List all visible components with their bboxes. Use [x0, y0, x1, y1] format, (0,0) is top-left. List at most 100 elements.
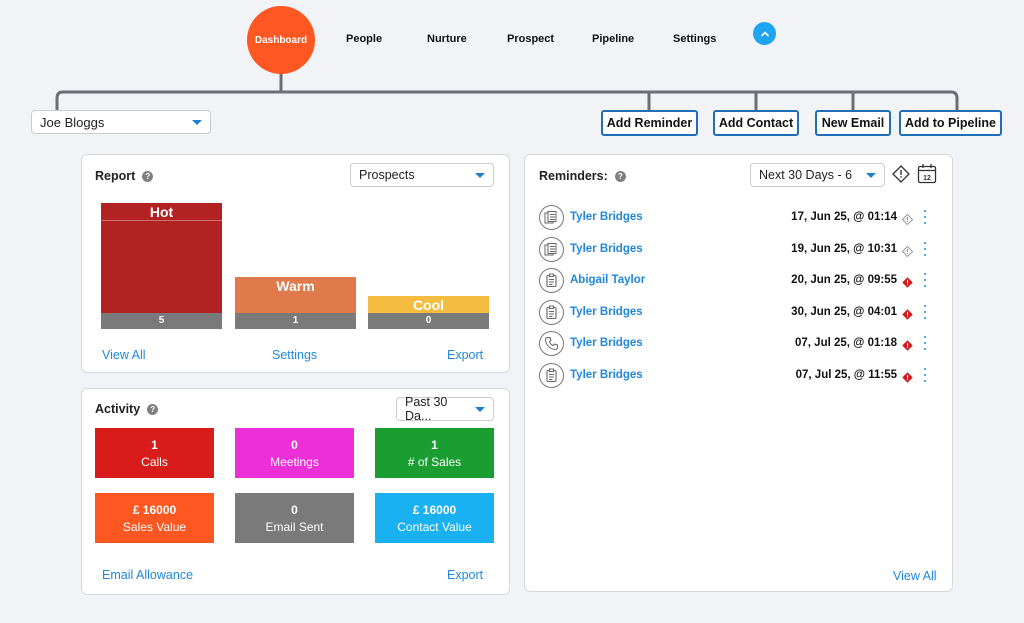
contact-value-value: £ 16000: [412, 502, 457, 517]
money-icon: [539, 205, 564, 230]
alert-filter-icon[interactable]: [892, 165, 910, 183]
chevron-up-icon: [760, 30, 769, 36]
reminder-contact-link[interactable]: Tyler Bridges: [570, 337, 643, 350]
report-settings-link[interactable]: Settings: [272, 348, 318, 362]
nav-item-pipeline[interactable]: Pipeline: [592, 33, 635, 45]
report-view-all-link[interactable]: View All: [102, 348, 146, 362]
reminder-contact-link[interactable]: Abigail Taylor: [570, 274, 646, 287]
report-bar-count: 5: [101, 313, 222, 329]
calls-label: Calls: [141, 454, 168, 469]
reminders-filter-select[interactable]: Next 30 Days - 6: [750, 163, 885, 187]
nav-item-people[interactable]: People: [346, 33, 383, 45]
nav-tree-lines: [55, 72, 959, 112]
nav-item-settings[interactable]: Settings: [673, 33, 717, 45]
add-contact-button[interactable]: Add Contact: [713, 110, 799, 136]
reminder-contact-link[interactable]: Tyler Bridges: [570, 242, 643, 255]
user-select-value: Joe Bloggs: [40, 114, 105, 130]
report-title-text: Report: [95, 169, 136, 183]
more-options-icon[interactable]: [923, 368, 927, 382]
more-options-icon[interactable]: [923, 241, 927, 256]
sales-value-value: £ 16000: [132, 502, 177, 517]
clipboard-icon: [539, 363, 564, 388]
activity-filter-select[interactable]: Past 30 Da...: [396, 395, 494, 423]
report-bar-hot[interactable]: Hot 5: [101, 203, 222, 329]
report-bar-label: Cool: [412, 297, 445, 313]
activity-panel: [81, 388, 510, 595]
reminders-panel: [524, 154, 953, 592]
meetings-tile[interactable]: 0 Meetings: [235, 428, 354, 478]
help-icon[interactable]: ?: [142, 170, 154, 182]
help-icon[interactable]: ?: [614, 170, 626, 182]
clipboard-icon: [539, 299, 564, 325]
email-sent-tile[interactable]: 0 Email Sent: [235, 493, 354, 543]
activity-filter-value: Past 30 Da...: [405, 395, 448, 423]
help-icon[interactable]: ?: [147, 403, 159, 415]
report-bar-warm[interactable]: Warm 1: [235, 277, 356, 329]
email-sent-value: 0: [291, 502, 298, 517]
reminder-row: Tyler Bridges 19, Jun 25, @ 10:31: [539, 235, 931, 265]
reminders-filter-value: Next 30 Days - 6: [759, 168, 853, 182]
overdue-alert-icon: [902, 307, 913, 320]
activity-title: Activity ?: [95, 402, 159, 416]
overdue-alert-icon: [902, 338, 913, 352]
more-options-icon[interactable]: [923, 304, 927, 319]
reminder-contact-link[interactable]: Tyler Bridges: [570, 369, 643, 381]
reminder-contact-link[interactable]: Tyler Bridges: [570, 211, 643, 223]
report-title: Report ?: [95, 169, 154, 183]
more-options-icon[interactable]: [923, 273, 927, 288]
reminder-date: 30, Jun 25, @ 04:01: [791, 305, 897, 318]
reminder-date: 19, Jun 25, @ 10:31: [791, 242, 897, 255]
chevron-down-icon: [475, 172, 485, 178]
reminders-title: Reminders: ?: [539, 169, 626, 183]
calendar-day: 12: [923, 175, 931, 182]
money-icon: [539, 236, 564, 262]
sales-count-value: 1: [431, 437, 438, 452]
report-filter-value: Prospects: [359, 168, 415, 182]
nav-item-prospect[interactable]: Prospect: [507, 33, 555, 45]
report-bar-count: 1: [235, 312, 356, 329]
top-nav: Dashboard People Nurture Prospect Pipeli…: [0, 0, 1024, 100]
sales-count-tile[interactable]: 1 # of Sales: [375, 428, 494, 478]
contact-value-tile[interactable]: £ 16000 Contact Value: [375, 493, 494, 543]
sales-count-label: # of Sales: [407, 454, 462, 469]
reminder-row: Tyler Bridges 07, Jul 25, @ 11:55: [539, 361, 931, 391]
phone-icon: [539, 331, 564, 357]
report-bar-count: 0: [368, 313, 489, 329]
report-filter-select[interactable]: Prospects: [350, 163, 494, 187]
reminders-view-all-link[interactable]: View All: [893, 569, 937, 583]
more-options-icon[interactable]: [923, 210, 927, 224]
reminder-row: Tyler Bridges 30, Jun 25, @ 04:01: [539, 298, 931, 328]
activity-export-link[interactable]: Export: [447, 568, 484, 582]
sales-value-tile[interactable]: £ 16000 Sales Value: [95, 493, 214, 543]
nav-collapse-button[interactable]: [753, 22, 776, 45]
report-bar-cool[interactable]: Cool 0: [368, 296, 489, 329]
more-options-icon[interactable]: [923, 336, 927, 351]
reminder-date: 07, Jul 25, @ 01:18: [795, 337, 897, 350]
new-email-button[interactable]: New Email: [815, 110, 891, 136]
reminders-title-text: Reminders:: [539, 169, 608, 183]
calls-value: 1: [151, 437, 158, 452]
report-export-link[interactable]: Export: [447, 348, 484, 362]
add-to-pipeline-button[interactable]: Add to Pipeline: [899, 110, 1002, 136]
meetings-label: Meetings: [270, 454, 319, 469]
reminder-row: Tyler Bridges 17, Jun 25, @ 01:14: [539, 203, 931, 233]
reminder-date: 17, Jun 25, @ 01:14: [791, 211, 897, 223]
reminder-date: 07, Jul 25, @ 11:55: [795, 369, 897, 381]
chevron-down-icon: [475, 406, 485, 412]
upcoming-alert-icon: [901, 212, 914, 226]
report-bar-label: Hot: [101, 204, 222, 221]
report-bar-label: Warm: [276, 278, 315, 295]
upcoming-alert-icon: [901, 244, 914, 257]
reminder-row: Tyler Bridges 07, Jul 25, @ 01:18: [539, 329, 931, 359]
nav-item-dashboard[interactable]: Dashboard: [247, 6, 315, 74]
reminder-row: Abigail Taylor 20, Jun 25, @ 09:55: [539, 266, 931, 296]
add-reminder-button[interactable]: Add Reminder: [601, 110, 698, 136]
calls-tile[interactable]: 1 Calls: [95, 428, 214, 478]
activity-title-text: Activity: [95, 402, 141, 416]
email-allowance-link[interactable]: Email Allowance: [102, 568, 194, 582]
contact-value-label: Contact Value: [397, 519, 472, 534]
user-select[interactable]: Joe Bloggs: [31, 110, 211, 134]
reminder-contact-link[interactable]: Tyler Bridges: [570, 305, 643, 318]
nav-item-nurture[interactable]: Nurture: [427, 33, 467, 45]
calendar-icon[interactable]: 12: [917, 163, 937, 184]
